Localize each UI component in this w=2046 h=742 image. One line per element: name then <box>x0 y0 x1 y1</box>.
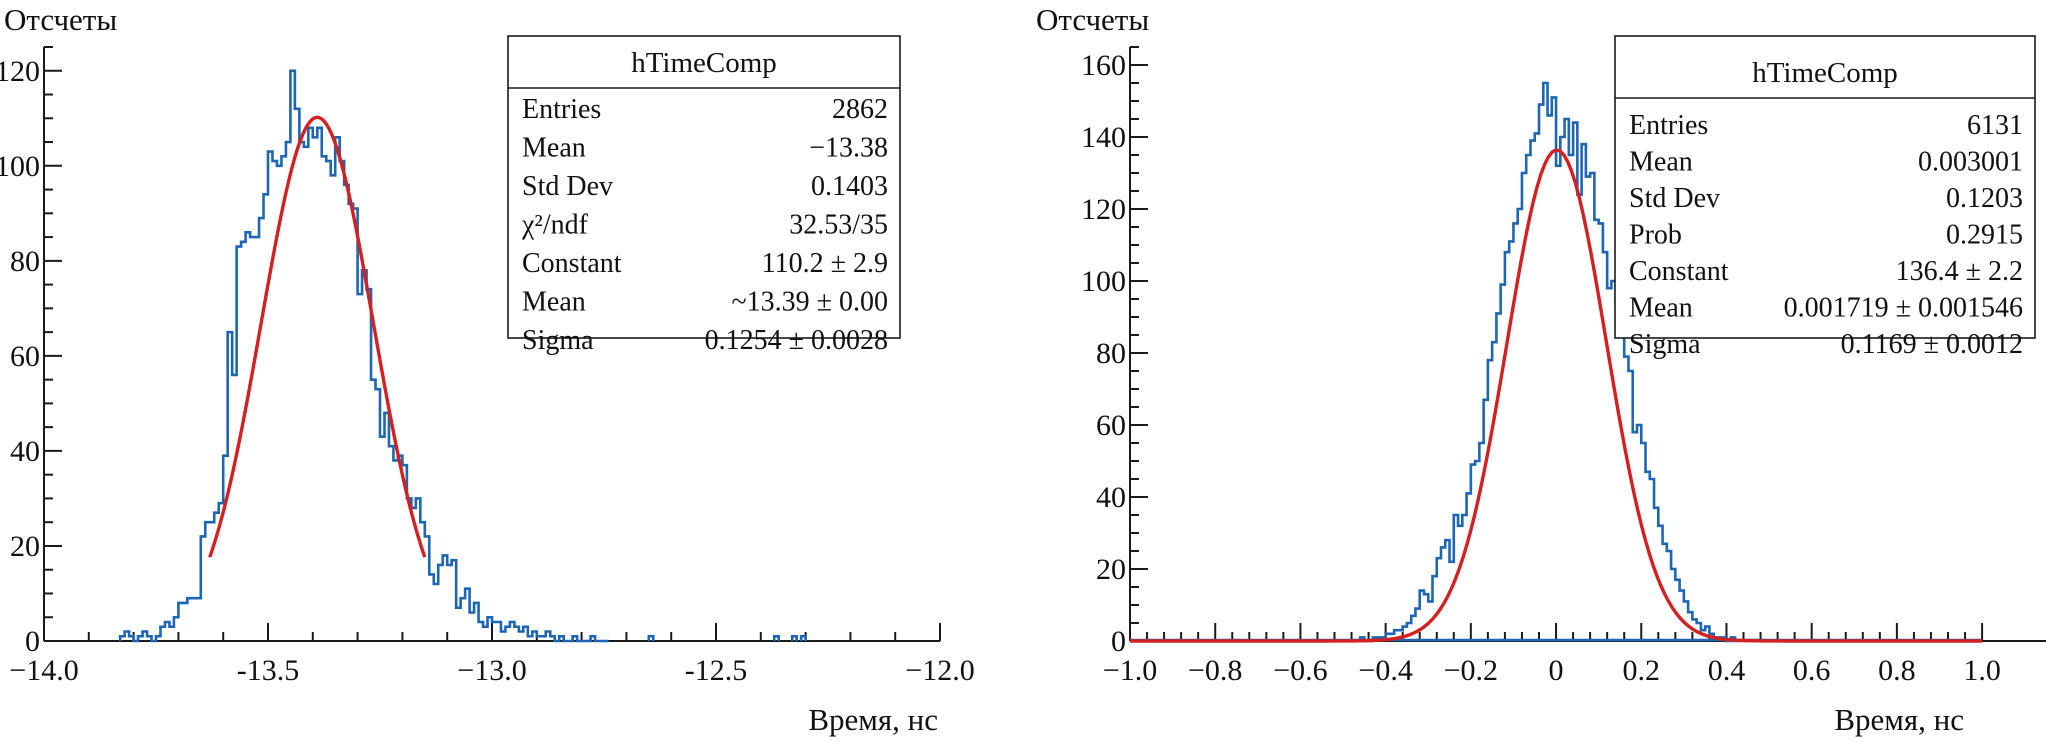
stats-row-value: 0.1254 ± 0.0028 <box>705 325 888 356</box>
stats-row-value: 2862 <box>832 94 888 125</box>
stats-row-label: Mean <box>1629 147 1693 178</box>
x-tick-label: −0.4 <box>1358 654 1412 687</box>
stats-row-value: 32.53/35 <box>789 210 888 241</box>
y-tick-label: 20 <box>1096 553 1126 586</box>
x-tick-label: −0.8 <box>1188 654 1242 687</box>
x-tick-label: −14.0 <box>9 654 78 687</box>
y-tick-label: 100 <box>0 150 40 183</box>
stats-row-value: 0.001719 ± 0.001546 <box>1784 293 2023 324</box>
stats-row-label: Sigma <box>1629 329 1701 360</box>
stats-row-value: 0.1203 <box>1946 183 2023 214</box>
histogram-chart-left: Отсчеты Время, нс 0 20 40 60 80 100 120 −14.0 -1… <box>0 2 975 737</box>
y-tick-label: 100 <box>1081 265 1126 298</box>
stats-row-value: 0.1403 <box>811 171 888 202</box>
y-tick-label: 40 <box>1096 481 1126 514</box>
stats-row-value: 136.4 ± 2.2 <box>1896 256 2023 287</box>
x-axis-label: Время, нс <box>808 702 938 737</box>
stats-row-label: Sigma <box>522 325 594 356</box>
y-tick-label: 60 <box>10 340 40 373</box>
plot-area: 0 20 40 60 80 100 120 140 160 −1.0 −0.8 −0.6 −0.4 −0.… <box>1081 46 2046 687</box>
y-tick-label: 120 <box>1081 193 1126 226</box>
stats-row-label: Std Dev <box>522 171 613 202</box>
x-tick-label: −13.0 <box>457 654 526 687</box>
y-axis-label: Отсчеты <box>1036 2 1149 37</box>
x-tick-label: −12.0 <box>905 654 974 687</box>
y-tick-label: 20 <box>10 530 40 563</box>
x-tick-label: 0 <box>1549 654 1564 687</box>
stats-row-label: χ²/ndf <box>521 210 589 241</box>
y-tick-label: 80 <box>10 245 40 278</box>
histogram-bin <box>790 634 798 641</box>
stats-row-value: −13.38 <box>809 133 888 164</box>
stats-row-label: Constant <box>1629 256 1729 287</box>
x-tick-label: −1.0 <box>1103 654 1157 687</box>
histogram-series <box>118 69 609 643</box>
stats-row-label: Std Dev <box>1629 183 1720 214</box>
stats-row-label: Prob <box>1629 220 1682 251</box>
stats-row-label: Mean <box>1629 293 1693 324</box>
x-tick-label: −0.2 <box>1444 654 1498 687</box>
y-tick-label: 0 <box>25 625 40 658</box>
x-tick-label: 0.6 <box>1793 654 1831 687</box>
stats-row-label: Mean <box>522 133 586 164</box>
x-tick-label: 0.8 <box>1878 654 1916 687</box>
x-tick-label: −0.6 <box>1273 654 1327 687</box>
stats-title: hTimeComp <box>631 47 777 79</box>
y-tick-label: 80 <box>1096 337 1126 370</box>
stats-row-value: 6131 <box>1967 110 2023 141</box>
stats-row-label: Entries <box>522 94 601 125</box>
histogram-series <box>1355 81 1740 643</box>
x-tick-label: 0.4 <box>1708 654 1746 687</box>
y-tick-label: 120 <box>0 55 40 88</box>
stats-row-value: 0.2915 <box>1946 220 2023 251</box>
fit-curve <box>208 115 427 558</box>
stats-row-value: 0.003001 <box>1918 147 2023 178</box>
stats-box: hTimeComp Entries 2862 Mean −13.38 Std Dev 0.1… <box>507 35 901 356</box>
stats-box: hTimeComp Entries 6131 Mean 0.003001 Std Dev 0… <box>1614 35 2036 360</box>
y-tick-label: 0 <box>1111 625 1126 658</box>
stats-row-label: Mean <box>522 287 586 318</box>
stats-box-frame <box>507 35 901 339</box>
y-axis-label: Отсчеты <box>4 2 117 37</box>
stats-row-value: 110.2 ± 2.9 <box>762 248 888 279</box>
stats-row-value: 0.1169 ± 0.0012 <box>1841 329 2023 360</box>
y-tick-label: 140 <box>1081 121 1126 154</box>
histogram-bin <box>647 634 655 641</box>
stats-box-frame <box>1614 35 2036 339</box>
histogram-chart-right: Отсчеты Время, нс 0 20 40 60 80 100 120 140 160 −… <box>1036 2 2046 737</box>
plot-area: 0 20 40 60 80 100 120 −14.0 -13.5 −13.0 -12.5 −12.0 <box>0 46 975 687</box>
x-tick-label: -13.5 <box>237 654 300 687</box>
x-tick-label: -12.5 <box>685 654 748 687</box>
stats-row-label: Entries <box>1629 110 1708 141</box>
stats-row-value: ~13.39 ± 0.00 <box>731 287 888 318</box>
x-tick-label: 0.2 <box>1623 654 1661 687</box>
y-tick-label: 60 <box>1096 409 1126 442</box>
y-tick-label: 160 <box>1081 49 1126 82</box>
stats-row-label: Constant <box>522 248 622 279</box>
histogram-bin <box>799 634 807 641</box>
histogram-bin <box>772 634 781 641</box>
fit-curve <box>1130 148 1983 643</box>
stats-title: hTimeComp <box>1752 57 1898 89</box>
y-tick-label: 40 <box>10 435 40 468</box>
x-tick-label: 1.0 <box>1963 654 2001 687</box>
x-axis-label: Время, нс <box>1834 702 1964 737</box>
